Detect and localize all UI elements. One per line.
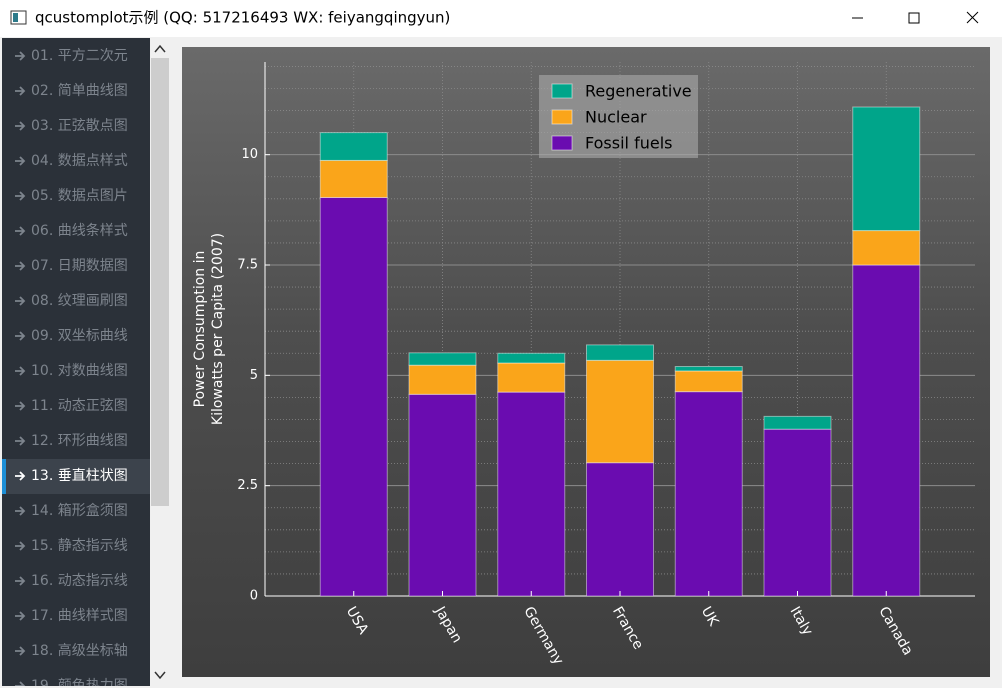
- sidebar-item[interactable]: 03. 正弦散点图: [31, 118, 128, 134]
- sidebar-item[interactable]: 19. 颜色热力图: [31, 677, 128, 688]
- item-arrow: [15, 611, 26, 621]
- title-bar: [0, 0, 1002, 37]
- sidebar-item[interactable]: 13. 垂直柱状图: [31, 467, 128, 484]
- y-tick-label: 0: [250, 589, 258, 604]
- bar-segment: [674, 370, 743, 393]
- sidebar-item[interactable]: 14. 箱形盒须图: [31, 502, 128, 519]
- bar-segment: [586, 344, 654, 361]
- scroll-up[interactable]: [154, 44, 166, 53]
- item-arrow: [15, 156, 26, 166]
- item-arrow: [15, 436, 26, 446]
- sidebar-item[interactable]: 16. 动态指示线: [31, 573, 128, 589]
- selected-item-bg: [2, 459, 150, 494]
- sidebar-item[interactable]: 09. 双坐标曲线: [31, 328, 128, 344]
- sidebar-item[interactable]: 18. 高级坐标轴: [31, 642, 128, 659]
- bar-segment: [497, 352, 566, 364]
- item-arrow: [15, 541, 26, 551]
- app-icon-part: [13, 13, 18, 22]
- bar-segment: [674, 366, 743, 372]
- item-arrow: [15, 471, 26, 481]
- legend-label: Nuclear: [585, 108, 647, 127]
- legend-swatch: [551, 83, 573, 99]
- y-axis-label: Power Consumption in: [192, 251, 208, 408]
- sidebar-item[interactable]: 11. 动态正弦图: [31, 398, 128, 414]
- item-arrow: [15, 121, 26, 131]
- sidebar-item[interactable]: 07. 日期数据图: [31, 258, 128, 274]
- bar-segment: [852, 264, 921, 597]
- bar-segment: [497, 391, 566, 597]
- window-title: qcustomplot示例 (QQ: 517216493 WX: feiyang…: [35, 9, 450, 27]
- maximize-button[interactable]: [908, 12, 920, 24]
- sidebar-list: 01. 平方二次元 02. 简单曲线图 03. 正弦散点图 04. 数据点样式 05. …: [2, 48, 150, 688]
- item-arrow: [15, 506, 26, 516]
- sidebar-item[interactable]: 06. 曲线条样式: [31, 222, 128, 239]
- legend-swatch: [551, 109, 573, 125]
- sidebar-item[interactable]: 15. 静态指示线: [31, 538, 128, 554]
- item-arrow: [15, 86, 26, 96]
- bar-segment: [408, 352, 477, 366]
- legend-label: Regenerative: [585, 82, 692, 101]
- sidebar-item[interactable]: 04. 数据点样式: [31, 153, 128, 169]
- scroll-down[interactable]: [154, 671, 166, 680]
- bar-segment: [408, 364, 477, 395]
- item-arrow: [15, 261, 26, 271]
- bar-segment: [852, 106, 921, 232]
- sidebar-item[interactable]: 01. 平方二次元: [31, 48, 128, 64]
- legend-swatch: [551, 135, 573, 151]
- sidebar-item[interactable]: 17. 曲线样式图: [31, 608, 128, 624]
- bar-segment: [319, 132, 388, 161]
- sidebar-item[interactable]: 02. 简单曲线图: [31, 82, 128, 99]
- sidebar: [2, 38, 150, 686]
- item-arrow: [15, 331, 26, 341]
- bar-segment: [674, 391, 743, 597]
- y-axis-label: Kilowatts per Capita (2007): [210, 233, 226, 425]
- item-arrow: [15, 226, 26, 236]
- scrollbar-thumb[interactable]: [151, 58, 169, 506]
- bar-segment: [852, 230, 921, 266]
- bar-segment: [763, 415, 832, 430]
- bar-segment: [408, 393, 477, 597]
- item-arrow: [15, 681, 26, 686]
- close-button[interactable]: [966, 11, 979, 24]
- sidebar-item[interactable]: 10. 对数曲线图: [31, 363, 128, 379]
- bar-segment: [319, 196, 388, 597]
- item-arrow: [15, 576, 26, 586]
- item-arrow: [15, 366, 26, 376]
- sidebar-item[interactable]: 12. 环形曲线图: [31, 433, 128, 449]
- sidebar-item[interactable]: 05. 数据点图片: [31, 188, 128, 204]
- item-arrow: [15, 191, 26, 201]
- bar-segment: [319, 159, 388, 198]
- selected-indicator: [2, 459, 6, 494]
- y-tick-label: 2.5: [237, 478, 258, 493]
- item-arrow: [15, 401, 26, 411]
- bar-segment: [497, 362, 566, 393]
- item-arrow: [15, 646, 26, 656]
- y-tick-label: 7.5: [237, 258, 258, 273]
- y-tick-label: 10: [241, 147, 258, 162]
- legend-label: Fossil fuels: [585, 134, 672, 153]
- bar-segment: [586, 359, 654, 464]
- item-arrow: [15, 51, 26, 61]
- y-tick-label: 5: [250, 368, 258, 383]
- item-arrow: [15, 296, 26, 306]
- sidebar-item[interactable]: 08. 纹理画刷图: [31, 293, 128, 309]
- bar-segment: [763, 428, 832, 597]
- bar-segment: [586, 462, 654, 597]
